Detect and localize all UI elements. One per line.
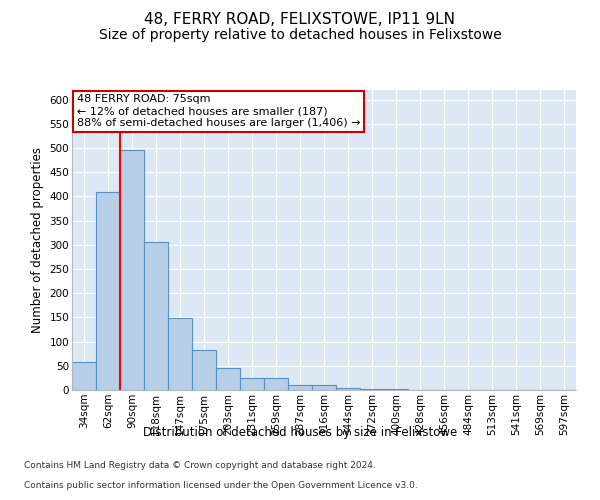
Bar	[120, 150, 144, 390]
Bar	[336, 388, 360, 390]
Bar	[312, 385, 336, 390]
Bar	[72, 362, 96, 390]
Text: Size of property relative to detached houses in Felixstowe: Size of property relative to detached ho…	[98, 28, 502, 42]
Text: 48 FERRY ROAD: 75sqm
← 12% of detached houses are smaller (187)
88% of semi-deta: 48 FERRY ROAD: 75sqm ← 12% of detached h…	[77, 94, 361, 128]
Bar	[168, 318, 192, 390]
Bar	[216, 368, 240, 390]
Bar	[144, 242, 168, 390]
Bar	[384, 389, 408, 390]
Text: Contains public sector information licensed under the Open Government Licence v3: Contains public sector information licen…	[24, 481, 418, 490]
Bar	[96, 192, 120, 390]
Bar	[192, 350, 216, 390]
Bar	[288, 385, 312, 390]
Text: Contains HM Land Registry data © Crown copyright and database right 2024.: Contains HM Land Registry data © Crown c…	[24, 461, 376, 470]
Text: 48, FERRY ROAD, FELIXSTOWE, IP11 9LN: 48, FERRY ROAD, FELIXSTOWE, IP11 9LN	[145, 12, 455, 28]
Bar	[240, 378, 264, 390]
Text: Distribution of detached houses by size in Felixstowe: Distribution of detached houses by size …	[143, 426, 457, 439]
Bar	[360, 388, 384, 390]
Y-axis label: Number of detached properties: Number of detached properties	[31, 147, 44, 333]
Bar	[264, 378, 288, 390]
